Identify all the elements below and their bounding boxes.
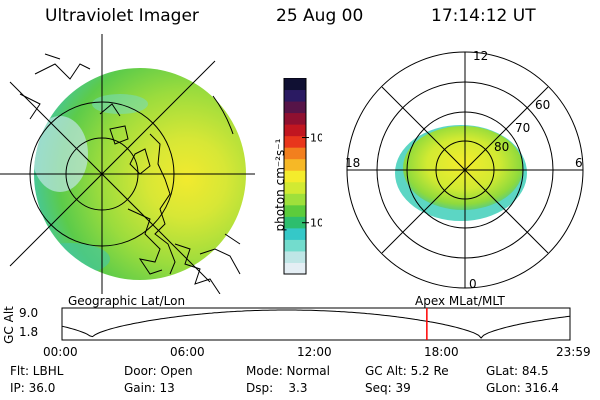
colorbar-cell (284, 124, 306, 137)
magnetic-polar-map-panel: 12 18 6 0 60 70 80 (345, 49, 584, 291)
colorbar-tick-label: 10 (310, 217, 322, 230)
mlt-label-6: 6 (575, 156, 583, 170)
mlt-label-18: 18 (345, 156, 360, 170)
coastline-outlines (19, 53, 241, 294)
orbit-xtick-0000: 00:00 (43, 345, 78, 359)
colorbar-ticks: 100 10 (302, 132, 322, 230)
colorbar-unit-label: photon cm⁻²s⁻¹ (273, 138, 287, 232)
colorbar-cell (284, 204, 306, 217)
geographic-map-panel (0, 34, 255, 294)
glon-info: GLon: 316.4 (486, 381, 559, 395)
glat-info: GLat: 84.5 (486, 364, 549, 378)
colorbar-cell (284, 158, 306, 171)
geographic-map-label: Geographic Lat/Lon (68, 294, 186, 308)
colorbar-cell (284, 101, 306, 114)
orbit-ytick-max: 9.0 (19, 306, 39, 320)
orbit-xtick-0600: 06:00 (170, 345, 205, 359)
orbit-plot-frame (61, 307, 571, 341)
colorbar-cell (284, 181, 306, 194)
orbit-ylabel: GC Alt (2, 306, 16, 344)
colorbar-cell (284, 112, 306, 125)
orbit-xtick-1200: 12:00 (297, 345, 332, 359)
colorbar-cell (284, 262, 306, 275)
door-info: Door: Open (124, 364, 193, 378)
image-time: 17:14:12 UT (431, 6, 536, 26)
seq-info: Seq: 39 (365, 381, 411, 395)
colorbar-cell (284, 250, 306, 263)
colorbar-cell (284, 147, 306, 160)
magnetic-map-label: Apex MLat/MLT (415, 294, 505, 308)
polar-grid (346, 51, 584, 289)
colorbar-cell (284, 89, 306, 102)
dsp-info: Dsp: 3.3 (246, 381, 308, 395)
mode-info: Mode: Normal (246, 364, 330, 378)
colorbar-cell (284, 135, 306, 148)
orbit-altitude-curve (61, 309, 571, 339)
filter-info: Flt: LBHL (10, 364, 64, 378)
colorbar-frame (283, 78, 307, 275)
gain-info: Gain: 13 (124, 381, 175, 395)
mlat-label-80: 80 (494, 140, 509, 154)
intensity-colorbar: 100 10 (283, 78, 322, 275)
orbit-ytick-min: 1.8 (19, 325, 39, 339)
colorbar-cell (284, 216, 306, 229)
colorbar-cell (284, 227, 306, 240)
colorbar-cell (284, 170, 306, 183)
colorbar-cell (284, 193, 306, 206)
colorbar-tick-label: 100 (310, 132, 322, 145)
orbit-altitude-plot (61, 307, 571, 341)
mlt-label-12: 12 (473, 49, 488, 63)
colorbar-cells (284, 78, 306, 275)
lat-lon-grid (0, 34, 255, 294)
instrument-title: Ultraviolet Imager (45, 6, 199, 26)
mlat-label-60: 60 (535, 98, 550, 112)
colorbar-cell (284, 239, 306, 252)
orbit-xtick-1800: 18:00 (424, 345, 459, 359)
ip-info: IP: 36.0 (10, 381, 56, 395)
mlat-label-70: 70 (515, 121, 530, 135)
gc-alt-info: GC Alt: 5.2 Re (365, 364, 449, 378)
colorbar-cell (284, 78, 306, 91)
image-date: 25 Aug 00 (276, 6, 364, 26)
orbit-xtick-2359: 23:59 (556, 345, 591, 359)
mlt-label-0: 0 (469, 277, 477, 291)
